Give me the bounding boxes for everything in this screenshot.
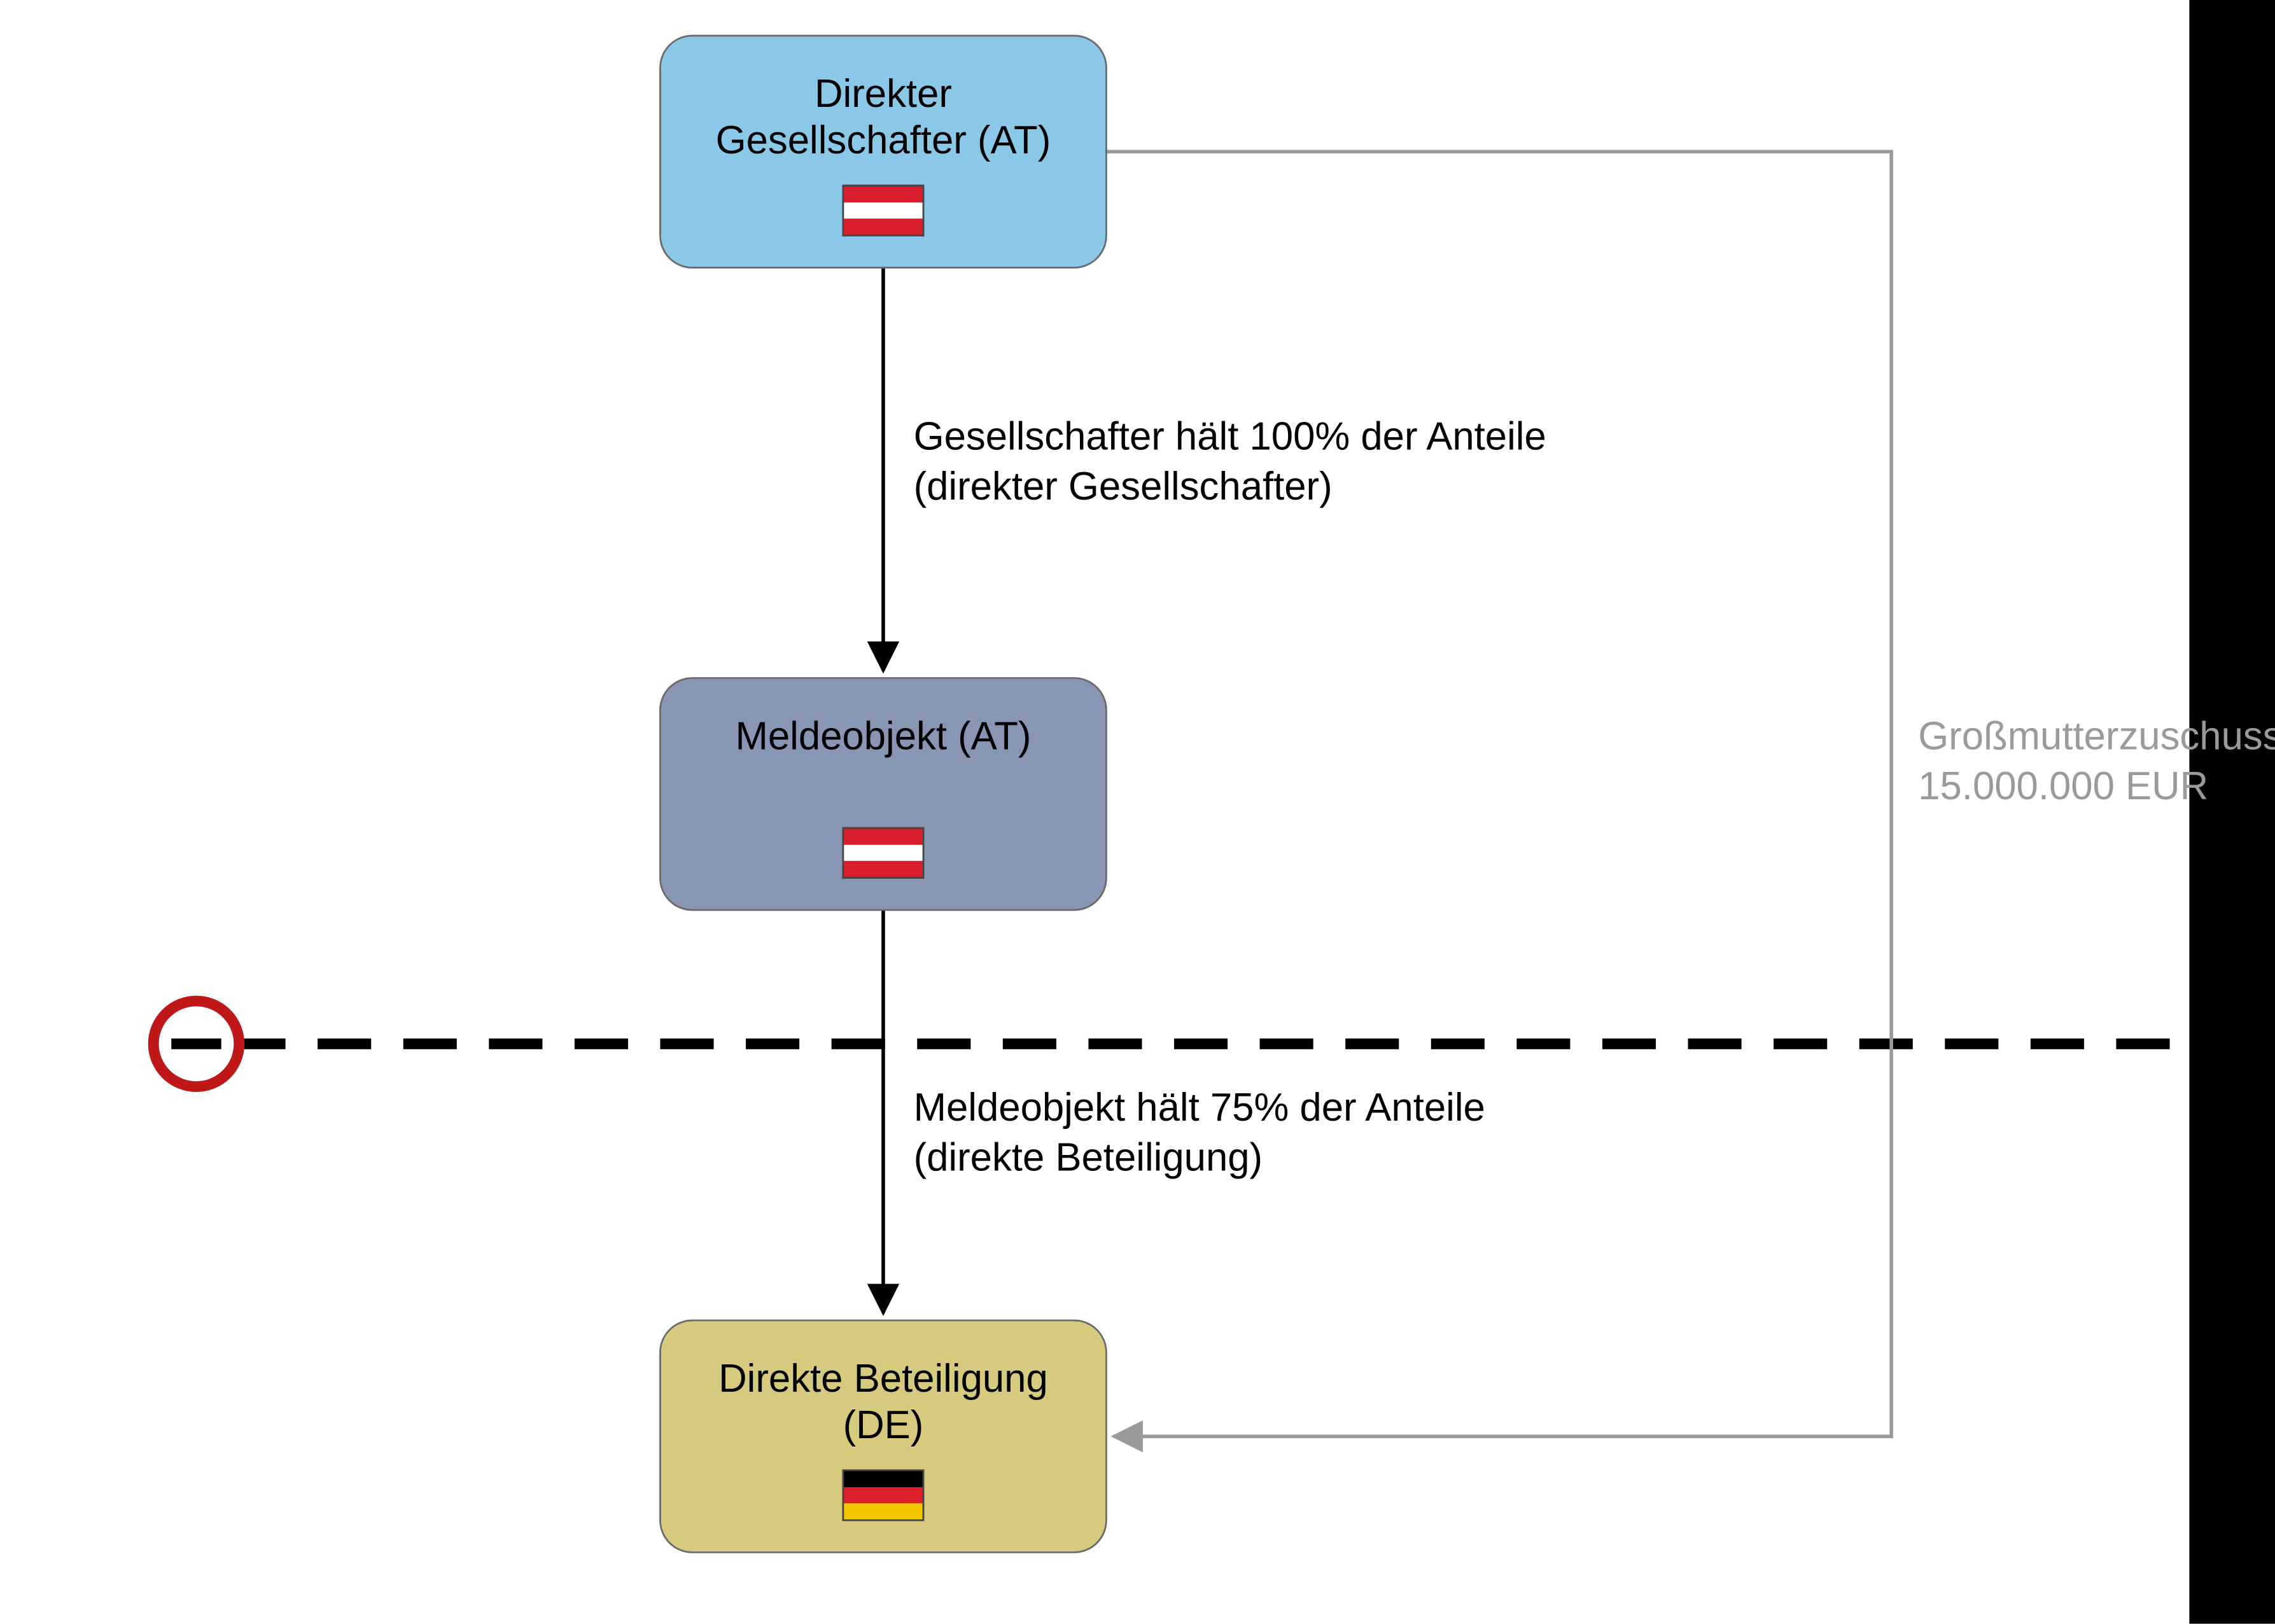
node-label: Gesellschafter (AT) (716, 118, 1051, 162)
ownership-diagram: Gesellschafter hält 100% der Anteile (di… (0, 0, 2275, 1624)
edge-label: 15.000.000 EUR (1918, 764, 2208, 808)
border-symbol-icon (153, 1001, 239, 1087)
node-label: Direkter (815, 72, 952, 116)
node-participation: Direkte Beteiligung (DE) (660, 1320, 1106, 1553)
diagram-stage: Gesellschafter hält 100% der Anteile (di… (0, 0, 2275, 1623)
node-label: Direkte Beteiligung (718, 1357, 1048, 1401)
edge-label: Meldeobjekt hält 75% der Anteile (914, 1086, 1485, 1130)
node-reporting-object: Meldeobjekt (AT) (660, 678, 1106, 910)
flag-at-icon (842, 185, 924, 236)
flag-de-icon (842, 1469, 924, 1521)
flag-at-icon (842, 827, 924, 879)
node-label: Meldeobjekt (AT) (735, 715, 1031, 759)
edge-label: (direkte Beteiligung) (914, 1135, 1263, 1179)
edge-label: Gesellschafter hält 100% der Anteile (914, 415, 1546, 459)
right-black-bar (2189, 0, 2275, 1624)
edge-label: (direkter Gesellschafter) (914, 465, 1333, 508)
node-label: (DE) (843, 1403, 924, 1447)
edge-label: Großmutterzuschuss (1918, 715, 2275, 759)
node-shareholder: Direkter Gesellschafter (AT) (660, 36, 1106, 268)
canvas-background (0, 0, 2275, 1624)
